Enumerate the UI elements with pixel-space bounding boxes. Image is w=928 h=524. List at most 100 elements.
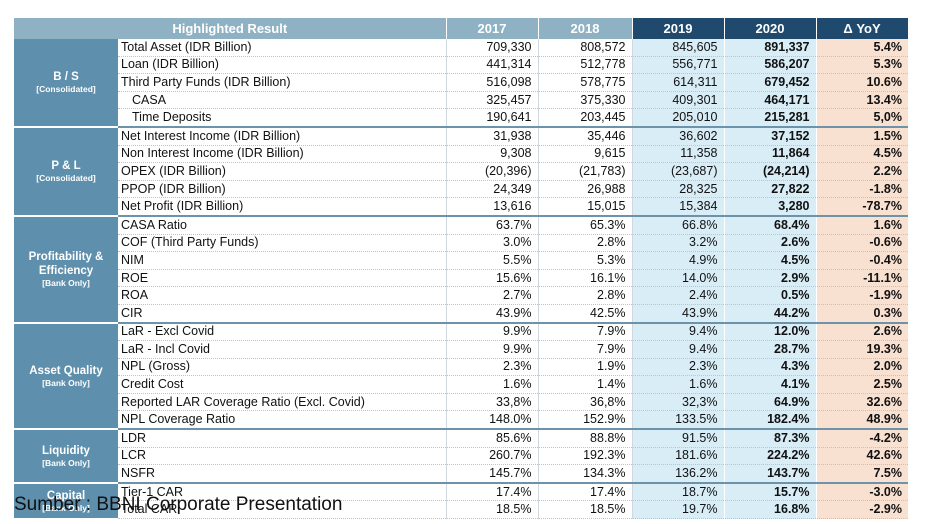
value-2017: 18.5% [445,500,538,520]
value-2020: 11,864 [723,145,816,164]
metric-label: Third Party Funds (IDR Billion) [118,73,446,92]
value-2017: 15.6% [445,269,538,288]
value-yoy: -78.7% [815,197,908,217]
value-yoy: 5,0% [815,108,908,128]
value-2019: 11,358 [631,145,724,164]
value-2019: 91.5% [631,428,724,448]
value-2019: 556,771 [631,56,724,75]
value-2017: 2.7% [445,286,538,305]
value-2017: 441,314 [445,56,538,75]
value-2018: 65.3% [537,214,632,235]
value-yoy: 19.3% [815,340,908,359]
metric-label: Total CAR [118,500,446,520]
value-2018: 26,988 [537,180,632,199]
value-2019: 845,605 [631,39,724,57]
value-yoy: -11.1% [815,269,908,288]
value-2020: 2.6% [723,234,816,253]
value-2020: 3,280 [723,197,816,217]
metric-label: OPEX (IDR Billion) [118,162,446,181]
value-yoy: 2.2% [815,162,908,181]
value-yoy: 10.6% [815,73,908,92]
value-2018: 1.4% [537,375,632,394]
table-row: LCR 260.7% 192.3% 181.6% 224.2% 42.6% [14,447,908,466]
table-row: Capital [Bank Only] Tier-1 CAR 17.4% 17.4% 18… [14,481,908,520]
source-caption: Sumber : BBNI Corporate Presentation [14,494,343,515]
table-row: Credit Cost 1.6% 1.4% 1.6% 4.1% 2.5% [14,375,908,394]
value-2020: 16.8% [723,500,816,520]
value-2020: 44.2% [723,304,816,324]
value-2017: 43.9% [445,304,538,324]
group-label: Capital [Bank Only] [14,481,118,520]
table-row: LaR - Incl Covid 9.9% 7.9% 9.4% 28.7% 19.3% [14,340,908,359]
table-header-row: Highlighted Result 2017 2018 2019 2020 Δ… [14,18,909,39]
value-2019: 181.6% [631,447,724,466]
value-2020: 12.0% [723,321,816,342]
metric-label: LaR - Incl Covid [118,340,446,359]
metric-label: LDR [118,428,446,448]
value-2018: 375,330 [537,91,632,110]
value-yoy: 4.5% [815,145,908,164]
value-2018: 1.9% [537,358,632,377]
table-row: Asset Quality [Bank Only] LaR - Excl Covid… [14,321,908,431]
value-2020: 4.5% [723,251,816,270]
value-2018: 16.1% [537,269,632,288]
value-yoy: 48.9% [815,410,908,430]
value-yoy: -1.9% [815,286,908,305]
value-2017: 31,938 [445,125,538,146]
table-title: Highlighted Result [14,18,447,39]
value-2018: 192.3% [537,447,632,466]
value-2018: 512,778 [537,56,632,75]
value-yoy: 2.0% [815,358,908,377]
metric-label: Loan (IDR Billion) [118,56,446,75]
table-row: NIM 5.5% 5.3% 4.9% 4.5% -0.4% [14,251,908,270]
value-2020: 586,207 [723,56,816,75]
value-2017: 190,641 [445,108,538,128]
value-2020: 28.7% [723,340,816,359]
table-row: NPL Coverage Ratio 148.0% 152.9% 133.5% 182.… [14,410,908,430]
year-2019-header: 2019 [632,18,725,39]
value-yoy: -3.0% [815,481,908,502]
table-row: ROE 15.6% 16.1% 14.0% 2.9% -11.1% [14,269,908,288]
value-2017: 9.9% [445,340,538,359]
highlighted-result-table: Highlighted Result 2017 2018 2019 2020 Δ… [14,18,909,520]
table-row: Total CAR 18.5% 18.5% 19.7% 16.8% -2.9% [14,500,908,520]
metric-label: Credit Cost [118,375,446,394]
group-name: B / S [53,71,79,84]
year-2017-header: 2017 [446,18,539,39]
value-2018: 5.3% [537,251,632,270]
group-name: P & L [51,160,81,173]
table-row: Loan (IDR Billion) 441,314 512,778 556,771 5… [14,56,908,75]
value-2017: 17.4% [445,481,538,502]
value-2018: 203,445 [537,108,632,128]
value-2017: 85.6% [445,428,538,448]
value-2019: 1.6% [631,375,724,394]
value-2018: 7.9% [537,321,632,342]
value-2019: 36,602 [631,125,724,146]
table-row: OPEX (IDR Billion) (20,396) (21,783) (23,68… [14,162,908,181]
value-2019: 32,3% [631,393,724,412]
value-2019: 14.0% [631,269,724,288]
value-2018: 36,8% [537,393,632,412]
value-2018: 152.9% [537,410,632,430]
metric-label: NIM [118,251,446,270]
value-2020: 15.7% [723,481,816,502]
value-yoy: -1.8% [815,180,908,199]
group-scope: [Bank Only] [42,377,90,388]
group-scope: [Consolidated] [36,173,96,184]
value-2019: 2.4% [631,286,724,305]
value-2019: 4.9% [631,251,724,270]
value-2017: 516,098 [445,73,538,92]
group-label: Profitability & Efficiency [Bank Only] [14,214,118,324]
value-yoy: 32.6% [815,393,908,412]
value-2019: 18.7% [631,481,724,502]
value-2019: 2.3% [631,358,724,377]
metric-label: NPL (Gross) [118,358,446,377]
yoy-header: Δ YoY [816,18,909,39]
value-2019: 136.2% [631,464,724,484]
value-2018: (21,783) [537,162,632,181]
table-row: Non Interest Income (IDR Billion) 9,308 9,… [14,145,908,164]
metric-label: Time Deposits [118,108,446,128]
value-2020: 37,152 [723,125,816,146]
value-2019: 3.2% [631,234,724,253]
value-2017: 5.5% [445,251,538,270]
